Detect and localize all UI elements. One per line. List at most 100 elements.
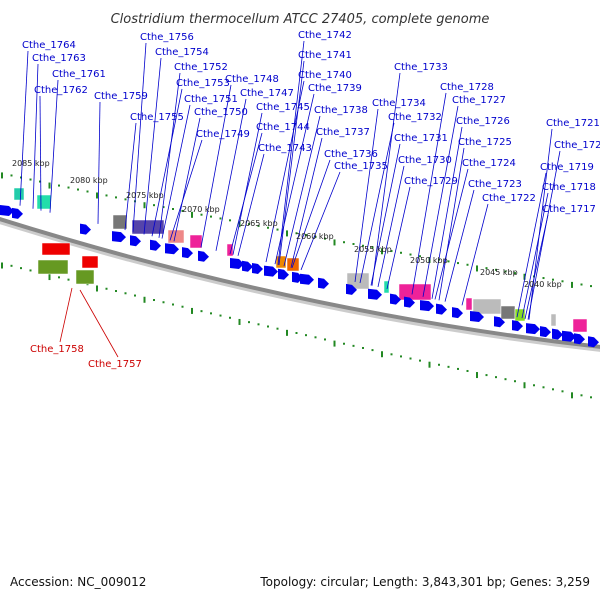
gene-label-forward: Cthe_1743 <box>258 143 312 154</box>
label-leader-line <box>461 203 489 306</box>
gene-label-forward: Cthe_1752 <box>174 62 228 73</box>
gene-feature-block <box>36 194 52 210</box>
forward-gene-arrow <box>198 250 209 262</box>
gene-label-forward: Cthe_1751 <box>184 94 238 105</box>
forward-gene-arrow <box>150 239 161 251</box>
gene-label-forward: Cthe_1744 <box>256 122 310 133</box>
gene-label-forward: Cthe_1734 <box>372 98 426 109</box>
label-leader-line <box>516 172 547 318</box>
gene-features <box>13 187 588 333</box>
gene-feature-block <box>131 219 165 235</box>
map-title: Clostridium thermocellum ATCC 27405, com… <box>111 12 490 27</box>
kbp-tick-label: 2045 kbp <box>480 268 518 277</box>
kbp-tick-label: 2040 kbp <box>524 280 562 289</box>
gene-feature-block <box>75 269 95 285</box>
forward-gene-arrow <box>436 303 447 315</box>
gene-label-forward: Cthe_1750 <box>194 107 248 118</box>
forward-gene-arrow <box>278 268 289 280</box>
label-leader-line <box>200 84 232 248</box>
accession-text: Accession: NC_009012 <box>10 575 146 589</box>
forward-gene-arrow <box>12 207 23 219</box>
forward-gene-arrow <box>112 231 126 243</box>
label-leader-line <box>143 57 162 235</box>
label-leader-line <box>370 143 401 286</box>
forward-gene-arrow <box>130 235 141 247</box>
forward-gene-arrow <box>264 265 278 277</box>
gene-label-forward: Cthe_1756 <box>140 32 194 43</box>
gene-label-forward: Cthe_1749 <box>196 129 250 140</box>
label-leader-line <box>386 186 411 290</box>
gene-feature-block <box>550 313 557 327</box>
gene-label-forward: Cthe_1732 <box>388 112 442 123</box>
gene-label-forward: Cthe_1747 <box>240 88 294 99</box>
genome-summary-text: Topology: circular; Length: 3,843,301 bp… <box>259 575 590 589</box>
label-leader-line <box>377 165 405 288</box>
gene-labels: Cthe_1764 Cthe_1763 Cthe_1761 Cthe_1762 Cthe… <box>22 30 600 370</box>
label-leader-line-reverse <box>59 287 73 343</box>
gene-feature-block <box>41 242 71 256</box>
label-leader-line <box>229 132 263 255</box>
label-leader-line <box>422 105 459 297</box>
forward-gene-arrow <box>318 277 329 289</box>
label-leader-line <box>371 72 401 286</box>
label-leader-line <box>438 147 465 301</box>
forward-gene-arrow <box>452 307 463 319</box>
gene-feature-block <box>189 234 203 249</box>
label-leader-line <box>444 189 475 302</box>
gene-label-forward: Cthe_1741 <box>298 50 352 61</box>
label-leader-line <box>431 126 463 299</box>
forward-gene-arrow <box>0 205 14 216</box>
gene-label-forward: Cthe_1722 <box>482 193 536 204</box>
gene-feature-block <box>346 272 370 290</box>
label-leader-line <box>132 42 147 232</box>
gene-label-reverse: Cthe_1757 <box>88 359 142 370</box>
genome-backbone <box>0 217 600 349</box>
forward-gene-arrow <box>368 288 382 300</box>
forward-gene-arrow <box>512 320 523 332</box>
gene-label-forward: Cthe_1762 <box>34 85 88 96</box>
gene-label-forward: Cthe_1737 <box>316 127 370 138</box>
gene-label-forward: Cthe_1733 <box>394 62 448 73</box>
gene-label-forward: Cthe_1764 <box>22 40 76 51</box>
kbp-tick-label: 2060 kbp <box>296 232 334 241</box>
gene-label-forward: Cthe_1761 <box>52 69 106 80</box>
label-leader-line <box>411 92 447 295</box>
label-leader-line <box>173 117 201 242</box>
gene-label-forward: Cthe_1748 <box>225 74 279 85</box>
gene-label-forward: Cthe_1726 <box>456 116 510 127</box>
gene-feature-block <box>226 243 234 257</box>
forward-gene-arrow <box>470 311 484 323</box>
gene-feature-block <box>398 283 432 301</box>
label-leader-line <box>359 122 395 284</box>
label-leader-line <box>527 150 561 320</box>
gene-label-reverse: Cthe_1758 <box>30 344 84 355</box>
forward-gene-arrow <box>242 260 253 272</box>
label-leader-line <box>274 93 315 265</box>
gene-label-forward: Cthe_1729 <box>404 176 458 187</box>
kbp-tick-label: 2080 kbp <box>70 176 108 185</box>
forward-gene-arrow <box>390 293 401 305</box>
gene-feature-block <box>383 280 390 294</box>
gene-label-forward: Cthe_1727 <box>452 95 506 106</box>
gene-label-forward: Cthe_1719 <box>540 162 594 173</box>
gene-feature-block <box>514 308 526 322</box>
forward-gene-arrow <box>346 283 357 295</box>
forward-gene-arrow <box>562 330 576 342</box>
kbp-tick-label: 2065 kbp <box>240 219 278 228</box>
gene-label-forward: Cthe_1754 <box>155 47 209 58</box>
gene-feature-block <box>37 259 69 275</box>
forward-gene-arrow <box>252 262 263 274</box>
gene-label-forward: Cthe_1759 <box>94 91 148 102</box>
gene-label-forward: Cthe_1717 <box>542 204 596 215</box>
kbp-scale-labels: 2085 kbp 2080 kbp 2075 kbp 2070 kbp 2065 kbp… <box>12 159 562 289</box>
label-leader-line <box>291 159 331 269</box>
gene-label-forward: Cthe_1745 <box>256 102 310 113</box>
label-leader-line <box>215 98 247 251</box>
kbp-tick-label: 2085 kbp <box>12 159 50 168</box>
forward-gene-arrow <box>540 326 551 338</box>
label-leader-line <box>232 112 263 255</box>
gene-label-forward: Cthe_1763 <box>32 53 86 64</box>
gene-feature-block <box>572 318 588 333</box>
kbp-tick-label: 2050 kbp <box>410 256 448 265</box>
